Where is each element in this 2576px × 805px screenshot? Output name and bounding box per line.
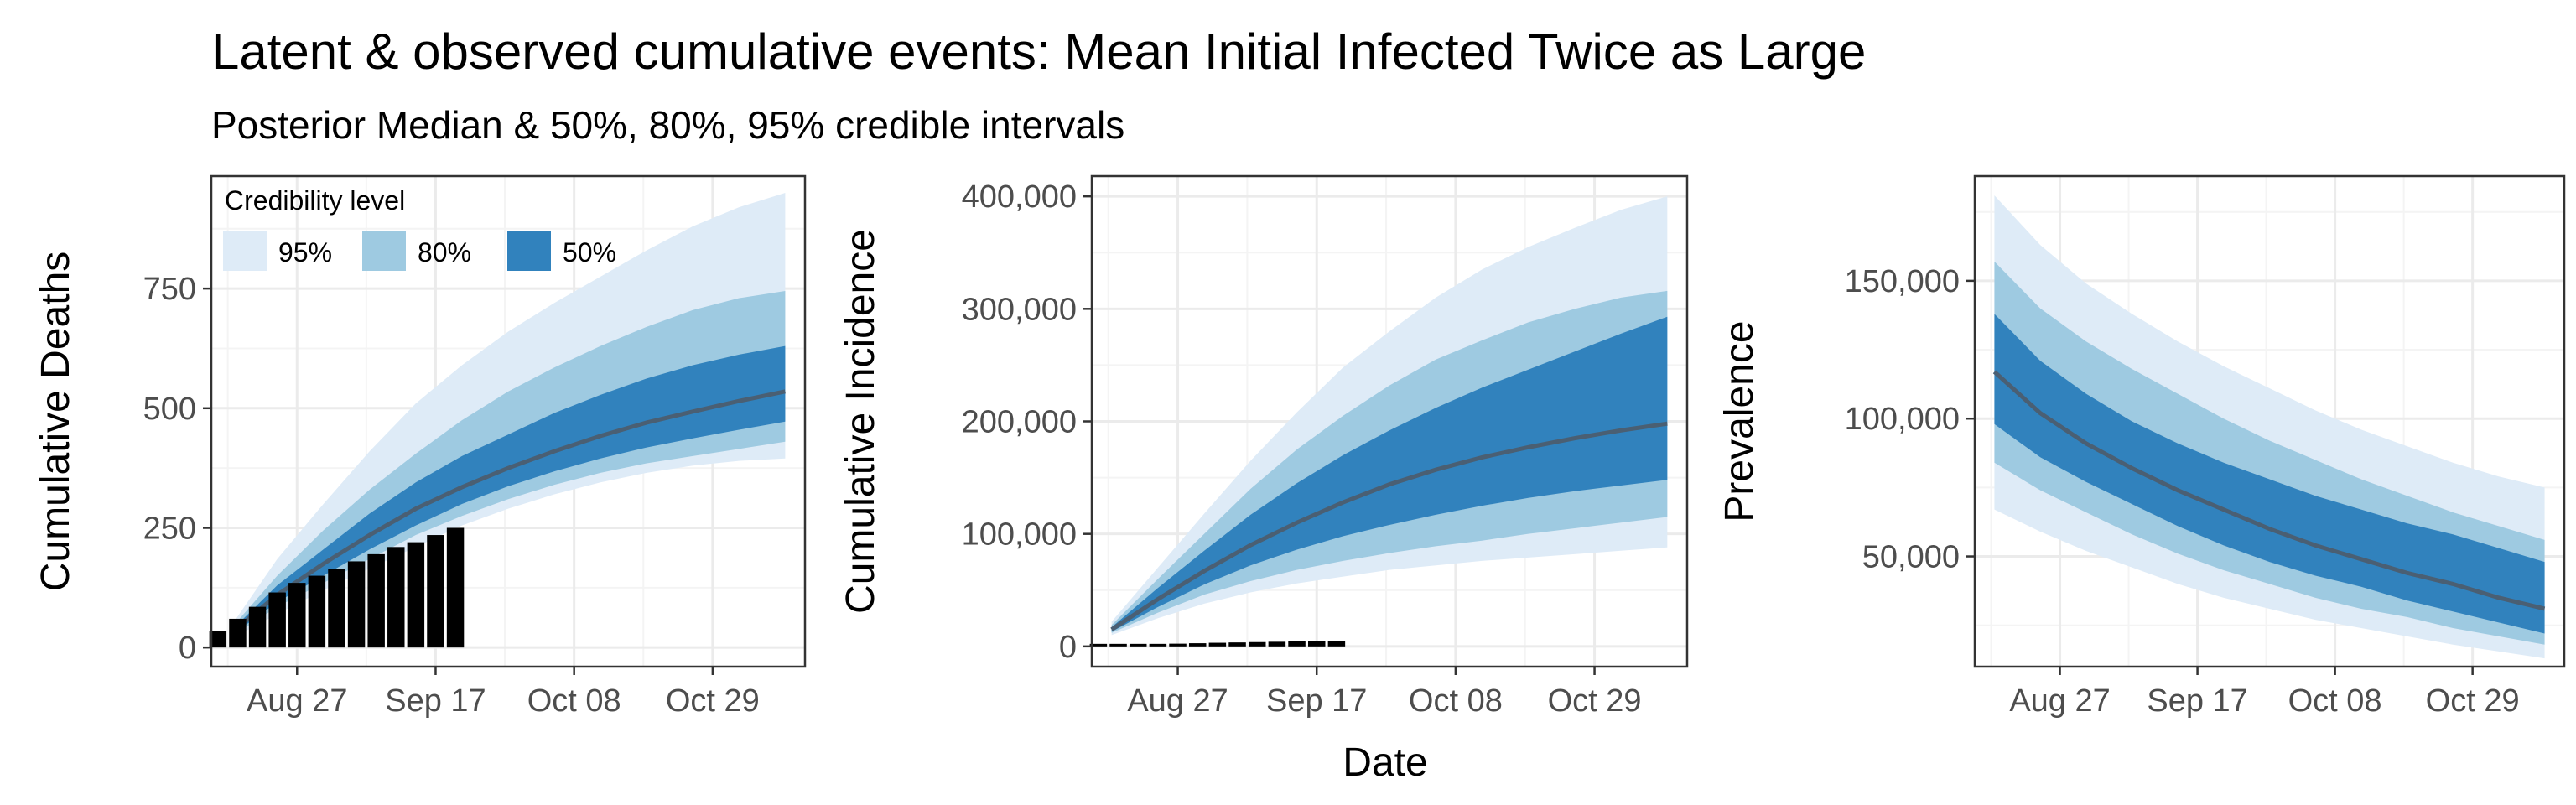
legend: Credibility level 95% 80% 50% xyxy=(223,185,616,271)
panel-cumulative-incidence: 0 100,000 200,000 300,000 400,000 Aug 27 Sep 1… xyxy=(839,174,1689,719)
median-line xyxy=(1992,370,2546,611)
y-tick-label: 0 xyxy=(179,631,196,666)
observed-bar xyxy=(1169,643,1187,647)
panel-prevalence: 50,000 100,000 150,000 Aug 27 Sep 17 Oct 08 Oc… xyxy=(1717,174,2566,719)
x-tick-label: Oct 29 xyxy=(666,683,760,719)
panel-border xyxy=(1973,174,2566,668)
x-tick-label: Oct 08 xyxy=(527,683,621,719)
legend-title: Credibility level xyxy=(225,185,405,216)
observed-bar xyxy=(1228,642,1246,647)
y-tick-label: 250 xyxy=(143,511,196,546)
observed-bar xyxy=(1208,642,1227,647)
observed-bar xyxy=(1288,641,1306,647)
observed-bar xyxy=(268,592,286,648)
band-50 xyxy=(231,345,786,636)
legend-label-50: 50% xyxy=(563,237,616,267)
x-tick-label: Aug 27 xyxy=(247,683,347,719)
legend-swatch-95 xyxy=(223,231,267,271)
chart-subtitle: Posterior Median & 50%, 80%, 95% credibl… xyxy=(211,103,1124,147)
observed-bar xyxy=(209,631,227,648)
legend-swatch-80 xyxy=(362,231,406,271)
observed-bar xyxy=(407,542,425,648)
observed-bar xyxy=(288,583,306,648)
y-tick-label: 400,000 xyxy=(962,179,1077,215)
y-tick-label: 100,000 xyxy=(962,517,1077,553)
y-tick-label: 100,000 xyxy=(1845,402,1960,437)
y-tick-label: 150,000 xyxy=(1845,264,1960,299)
x-tick-label: Oct 29 xyxy=(1548,683,1642,719)
y-axis-label: Cumulative Deaths xyxy=(34,252,78,592)
observed-bar xyxy=(1327,641,1346,647)
x-axis-label: Date xyxy=(1343,740,1427,785)
legend-label-95: 95% xyxy=(278,237,332,267)
observed-bar xyxy=(1089,643,1108,647)
y-tick-label: 200,000 xyxy=(962,405,1077,440)
observed-bar xyxy=(1188,643,1207,647)
observed-bar xyxy=(1248,641,1266,647)
observed-bar xyxy=(427,535,444,648)
band-50 xyxy=(1111,316,1668,632)
observed-bar xyxy=(328,569,345,648)
legend-swatch-50 xyxy=(507,231,551,271)
median-line xyxy=(1110,421,1668,631)
observed-bar xyxy=(1307,641,1326,647)
observed-bar xyxy=(367,553,385,648)
x-tick-label: Aug 27 xyxy=(1127,683,1228,719)
observed-bar xyxy=(1149,643,1167,647)
legend-label-80: 80% xyxy=(418,237,471,267)
observed-bar xyxy=(1109,643,1127,647)
x-tick-label: Oct 29 xyxy=(2426,683,2520,719)
y-tick-label: 750 xyxy=(143,272,196,307)
observed-bar xyxy=(347,561,366,648)
y-tick-label: 50,000 xyxy=(1862,540,1960,575)
band-50 xyxy=(1994,314,2545,634)
x-tick-label: Sep 17 xyxy=(2147,683,2247,719)
median-line xyxy=(230,389,786,635)
y-tick-label: 500 xyxy=(143,392,196,427)
chart-title: Latent & observed cumulative events: Mea… xyxy=(211,23,1866,80)
x-tick-label: Sep 17 xyxy=(1266,683,1367,719)
y-tick-label: 300,000 xyxy=(962,292,1077,327)
panel-border xyxy=(210,174,807,668)
observed-bar xyxy=(308,575,326,648)
y-axis-label: Cumulative Incidence xyxy=(839,229,883,614)
observed-bar xyxy=(1268,641,1286,647)
y-tick-label: 0 xyxy=(1059,630,1077,665)
observed-bar xyxy=(446,527,465,648)
x-tick-label: Oct 08 xyxy=(2288,683,2382,719)
x-tick-label: Oct 08 xyxy=(1409,683,1503,719)
observed-bar xyxy=(248,606,267,648)
observed-bar xyxy=(1129,643,1147,647)
observed-bar xyxy=(387,547,405,648)
x-tick-label: Aug 27 xyxy=(2009,683,2110,719)
x-tick-label: Sep 17 xyxy=(385,683,486,719)
observed-bar xyxy=(229,618,247,648)
y-axis-label: Prevalence xyxy=(1717,320,1762,522)
